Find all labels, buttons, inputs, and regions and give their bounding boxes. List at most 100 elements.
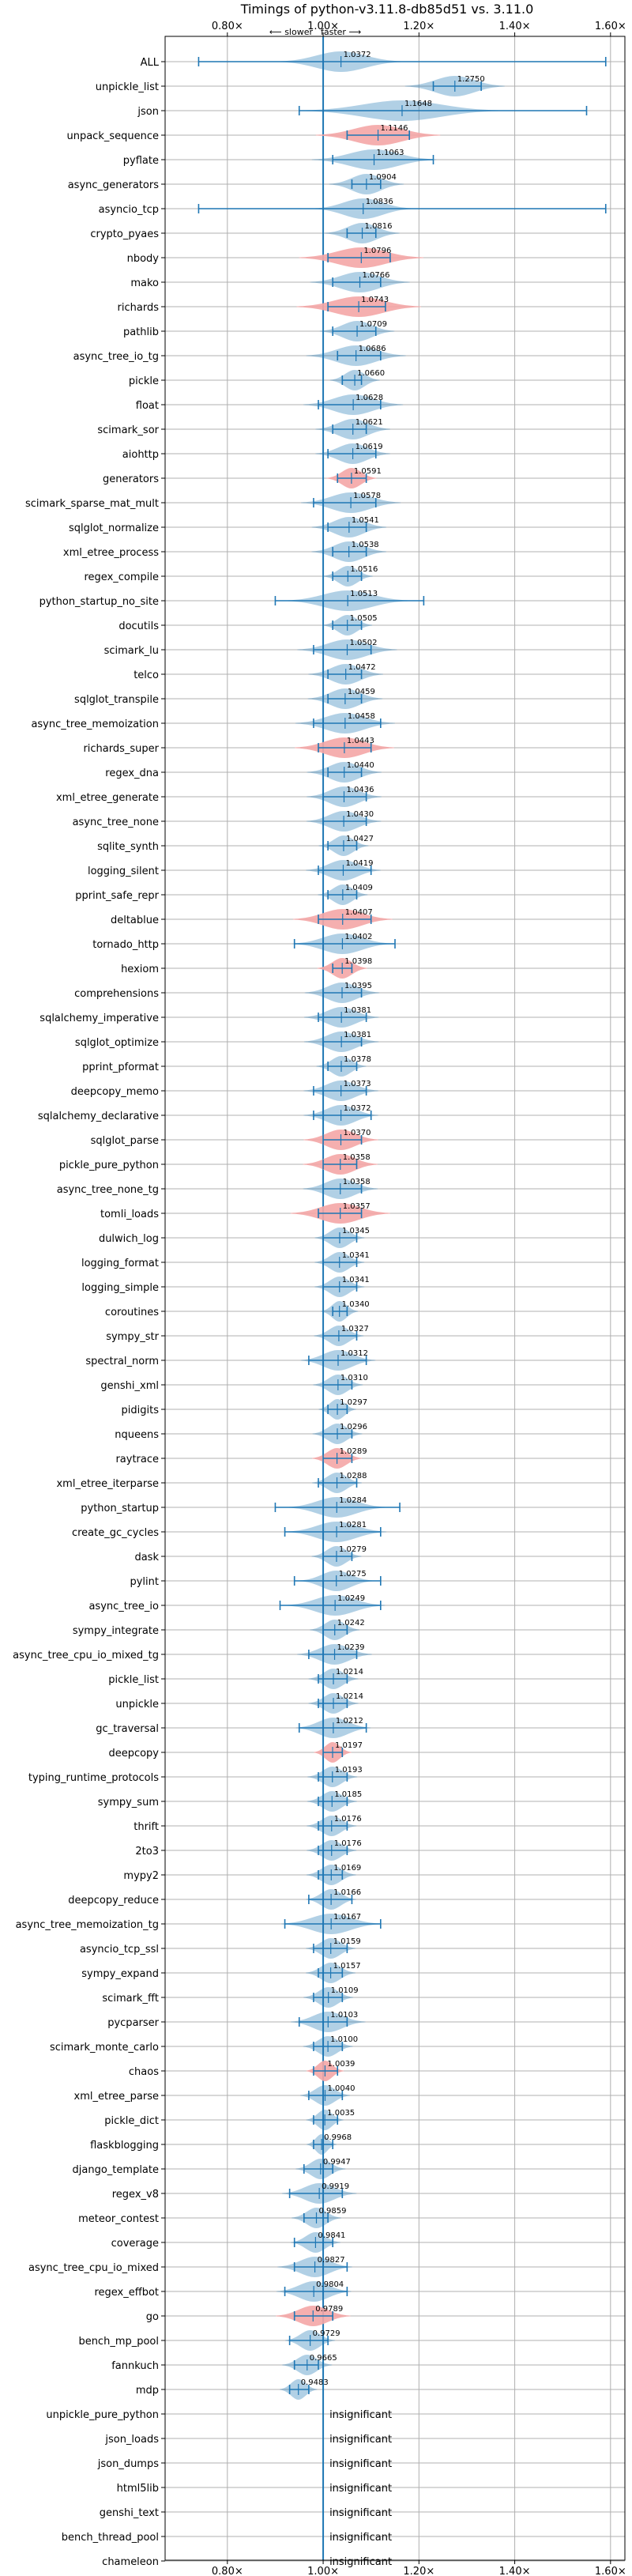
benchmark-genshi-text: genshi_text insignificant	[100, 2507, 392, 2519]
benchmark-meteor-contest: meteor_contest 0.9859	[78, 2207, 347, 2228]
benchmark-label: coverage	[111, 2238, 159, 2250]
tick-label-top: 1.20×	[403, 21, 434, 32]
tick-label-top: 1.00×	[307, 21, 339, 32]
tick-label-bottom: 1.00×	[307, 2566, 339, 2576]
tick-label-bottom: 1.60×	[595, 2566, 626, 2576]
benchmark-label: asyncio_tcp_ssl	[80, 1944, 159, 1956]
benchmark-label: scimark_sor	[97, 424, 159, 436]
benchmark-label: pickle	[129, 375, 159, 387]
benchmark-async-tree-cpu-io-mixed-tg: async_tree_cpu_io_mixed_tg 1.0239	[13, 1643, 372, 1665]
x-axis-ticks: 0.80× 0.80× 1.00× 1.00× 1.20× 1.20× 1.40× 1.40×…	[161, 21, 626, 2576]
benchmark-generators: generators 1.0591	[103, 467, 382, 488]
benchmark-label: richards	[118, 302, 160, 314]
mean-value-label: 1.0436	[346, 786, 374, 794]
benchmark-json: json 1.1648	[137, 100, 588, 121]
mean-value-label: 1.0279	[339, 1545, 367, 1554]
benchmark-sqlalchemy-imperative: sqlalchemy_imperative 1.0381	[40, 1006, 379, 1028]
benchmark-logging-simple: logging_simple 1.0341	[81, 1276, 370, 1297]
mean-value-label: 0.9919	[322, 2182, 349, 2191]
benchmark-label: go	[146, 2311, 159, 2323]
benchmark-logging-silent: logging_silent 1.0419	[88, 859, 381, 881]
benchmark-label: async_tree_cpu_io_mixed_tg	[13, 1650, 159, 1661]
benchmark-sympy-str: sympy_str 1.0327	[106, 1325, 369, 1346]
benchmark-label: gc_traversal	[96, 1723, 159, 1735]
benchmark-django-template: django_template 0.9947	[73, 2158, 351, 2179]
benchmark-label: deltablue	[111, 915, 159, 926]
benchmark-async-generators: async_generators 1.0904	[68, 173, 404, 194]
benchmark-label: json	[137, 106, 159, 118]
benchmark-pickle: pickle 1.0660	[129, 369, 385, 390]
benchmark-rows: ALL 1.0372 unpickle_list 1.2750 json 1.1648 un…	[13, 51, 607, 2568]
insignificant-label: insignificant	[329, 2483, 392, 2495]
mean-value-label: 1.0185	[334, 1790, 362, 1799]
mean-value-label: 1.0157	[333, 1962, 361, 1971]
mean-value-label: 1.0402	[344, 933, 372, 941]
benchmark-label: scimark_fft	[102, 1993, 159, 2005]
mean-value-label: 1.0296	[340, 1423, 367, 1431]
benchmark-pprint-pformat: pprint_pformat 1.0378	[82, 1055, 371, 1077]
benchmark-unpickle-pure-python: unpickle_pure_python insignificant	[46, 2409, 392, 2421]
mean-value-label: 1.0358	[343, 1153, 371, 1162]
benchmark-pyflate: pyflate 1.1063	[123, 149, 437, 170]
benchmark-label: genshi_xml	[100, 1380, 159, 1392]
benchmark-label: hexiom	[121, 964, 159, 975]
benchmark-sqlglot-transpile: sqlglot_transpile 1.0459	[74, 688, 383, 709]
benchmark-label: pylint	[130, 1576, 159, 1588]
benchmark-regex-dna: regex_dna 1.0440	[105, 761, 382, 783]
benchmark-richards-super: richards_super 1.0443	[83, 737, 394, 758]
benchmark-create-gc-cycles: create_gc_cycles 1.0281	[72, 1521, 387, 1542]
benchmark-async-tree-io-tg: async_tree_io_tg 1.0686	[73, 345, 406, 366]
benchmark-mdp: mdp 0.9483	[136, 2378, 329, 2400]
benchmark-label: pickle_dict	[104, 2115, 159, 2127]
tick-label-top: 1.60×	[595, 21, 626, 32]
mean-value-label: 0.9729	[313, 2329, 340, 2338]
benchmark-tornado-http: tornado_http 1.0402	[92, 933, 396, 954]
benchmark-async-tree-memoization-tg: async_tree_memoization_tg 1.0167	[16, 1913, 382, 1934]
benchmark-mypy2: mypy2 1.0169	[123, 1864, 361, 1885]
benchmark-bench-thread-pool: bench_thread_pool insignificant	[62, 2532, 392, 2544]
benchmark-pylint: pylint 1.0275	[130, 1570, 382, 1591]
mean-value-label: 0.9859	[319, 2207, 347, 2216]
benchmark-deepcopy: deepcopy 1.0197	[108, 1741, 363, 1763]
benchmark-asyncio-tcp: asyncio_tcp 1.0836	[99, 198, 607, 219]
benchmark-label: sympy_integrate	[73, 1625, 159, 1637]
benchmark-label: unpickle_pure_python	[46, 2409, 159, 2421]
benchmark-label: pickle_list	[108, 1674, 159, 1686]
mean-value-label: 1.0578	[353, 492, 381, 500]
benchmark-async-tree-memoization: async_tree_memoization 1.0458	[31, 712, 395, 734]
benchmark-label: 2to3	[135, 1846, 159, 1858]
benchmark-sympy-expand: sympy_expand 1.0157	[81, 1962, 361, 1983]
benchmark-mako: mako 1.0766	[130, 271, 410, 292]
mean-value-label: 1.2750	[457, 75, 485, 84]
mean-value-label: 1.0214	[336, 1668, 363, 1676]
benchmark-label: dulwich_log	[99, 1233, 159, 1245]
benchmark-label: chaos	[129, 2066, 159, 2078]
benchmark-label: nbody	[127, 253, 160, 265]
benchmark-pickle-dict: pickle_dict 1.0035	[104, 2109, 355, 2130]
benchmark-label: pycparser	[107, 2017, 159, 2029]
benchmark-typing-runtime-protocols: typing_runtime_protocols 1.0193	[28, 1766, 363, 1787]
benchmark-label: sqlite_synth	[97, 841, 159, 853]
mean-value-label: 1.0816	[365, 222, 393, 231]
benchmark-label: xml_etree_generate	[56, 792, 159, 804]
benchmark-label: nqueens	[115, 1429, 159, 1441]
benchmark-label: async_generators	[68, 179, 160, 191]
mean-value-label: 1.0039	[327, 2060, 355, 2069]
benchmark-label: thrift	[134, 1821, 159, 1833]
mean-value-label: 1.0341	[342, 1276, 370, 1284]
benchmark-label: json_dumps	[97, 2458, 159, 2470]
mean-value-label: 1.1063	[377, 149, 404, 157]
benchmark-label: telco	[134, 669, 159, 681]
benchmark-label: regex_compile	[84, 571, 159, 583]
benchmark-label: pathlib	[123, 326, 159, 338]
benchmark-label: tomli_loads	[100, 1209, 159, 1220]
benchmark-sqlglot-normalize: sqlglot_normalize 1.0541	[69, 516, 387, 537]
plot-frame	[164, 36, 626, 2561]
benchmark-deepcopy-memo: deepcopy_memo 1.0373	[71, 1080, 378, 1101]
benchmark-label: pidigits	[122, 1405, 160, 1416]
benchmark-label: regex_v8	[112, 2189, 159, 2201]
benchmark-xml-etree-iterparse: xml_etree_iterparse 1.0288	[56, 1472, 367, 1493]
benchmark-regex-compile: regex_compile 1.0516	[84, 565, 378, 586]
benchmark-unpack-sequence: unpack_sequence 1.1146	[66, 124, 441, 145]
mean-value-label: 1.0541	[352, 516, 379, 525]
